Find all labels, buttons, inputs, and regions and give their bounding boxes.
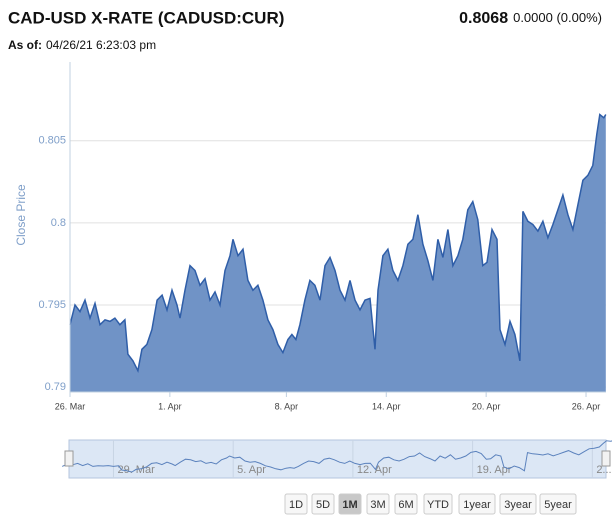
as-of: As of: 04/26/21 6:23:03 pm <box>8 38 156 52</box>
range-button[interactable] <box>284 493 308 515</box>
range-button-label[interactable]: 3M <box>370 499 385 511</box>
range-button-label[interactable]: 1year <box>463 499 491 511</box>
y-tick-label: 0.8 <box>51 217 66 229</box>
y-tick-label: 0.805 <box>38 135 66 147</box>
chart-title: CAD-USD X-RATE (CADUSD:CUR) <box>8 8 284 27</box>
navigator-label: 5. Apr <box>237 464 266 476</box>
y-tick-label: 0.79 <box>45 381 66 393</box>
range-button-label[interactable]: 5D <box>316 499 330 511</box>
as-of-label: As of: <box>8 38 42 52</box>
x-tick-label: 1. Apr <box>158 401 182 411</box>
area-fill <box>70 114 606 392</box>
navigator-handle[interactable] <box>601 450 611 467</box>
quote: 0.8068 0.0000 (0.00%) <box>459 10 602 27</box>
navigator-label: 2... <box>596 464 611 476</box>
range-button-label[interactable]: 1M <box>342 499 357 511</box>
range-button[interactable] <box>423 493 453 515</box>
change: 0.0000 (0.00%) <box>513 10 602 25</box>
navigator-line <box>61 440 612 473</box>
navigator-window <box>68 439 607 479</box>
range-button-label[interactable]: 5year <box>544 499 572 511</box>
navigator-label: 19. Apr <box>477 464 512 476</box>
range-button-label[interactable]: YTD <box>427 499 449 511</box>
range-button[interactable] <box>338 493 362 515</box>
range-button[interactable] <box>394 493 418 515</box>
navigator-handle[interactable] <box>64 450 74 467</box>
navigator-label: 12. Apr <box>357 464 392 476</box>
x-tick-label: 26. Apr <box>572 401 601 411</box>
x-tick-label: 14. Apr <box>372 401 401 411</box>
x-tick-label: 8. Apr <box>275 401 299 411</box>
range-button[interactable] <box>366 493 390 515</box>
range-button[interactable] <box>499 493 537 515</box>
x-tick-label: 20. Apr <box>472 401 501 411</box>
price: 0.8068 <box>459 10 508 27</box>
range-button-label[interactable]: 6M <box>398 499 413 511</box>
x-tick-label: 26. Mar <box>55 401 86 411</box>
range-button[interactable] <box>539 493 577 515</box>
as-of-time: 04/26/21 6:23:03 pm <box>46 38 156 52</box>
range-button[interactable] <box>458 493 496 515</box>
range-button[interactable] <box>311 493 335 515</box>
y-axis-title: Close Price <box>14 184 28 246</box>
y-tick-label: 0.795 <box>38 299 66 311</box>
price-line <box>69 113 607 374</box>
range-button-label[interactable]: 1D <box>289 499 303 511</box>
range-button-label[interactable]: 3year <box>504 499 532 511</box>
